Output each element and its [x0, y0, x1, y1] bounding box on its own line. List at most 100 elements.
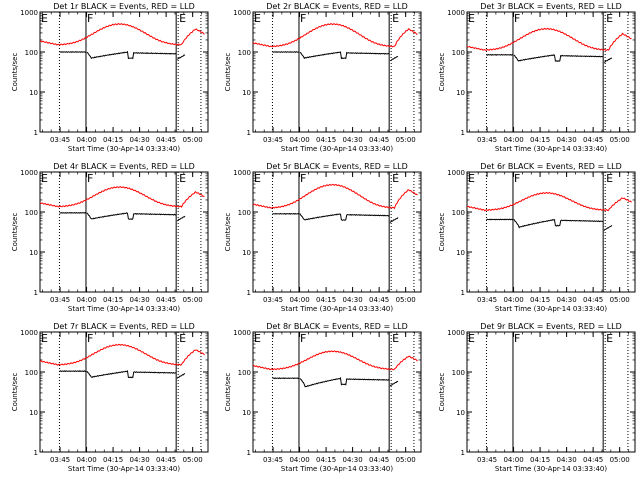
x-tick-label: 05:00: [610, 136, 630, 144]
series-events: [513, 218, 604, 229]
series-lld: [39, 343, 205, 366]
panel-6: Det 6r BLACK = Events, RED = LLD 1 10 100 10…: [438, 162, 636, 313]
panel-title: Det 7r BLACK = Events, RED = LLD: [53, 322, 195, 331]
x-tick-label: 05:00: [610, 296, 630, 304]
marker-label: E: [468, 332, 475, 345]
x-tick-label: 03:45: [477, 136, 497, 144]
series-lld: [39, 22, 205, 46]
series-events: [299, 376, 390, 388]
series-lld: [466, 191, 632, 212]
marker-label: E: [392, 12, 399, 25]
x-tick-label: 04:30: [343, 456, 363, 464]
x-axis-label: Start Time (30-Apr-14 03:33:40): [281, 465, 393, 473]
x-tick-label: 04:45: [583, 296, 603, 304]
panel-9: Det 9r BLACK = Events, RED = LLD 1 10 100 10…: [438, 322, 636, 473]
y-tick-label: 100: [25, 369, 38, 377]
y-tick-label: 100: [452, 49, 465, 57]
series-events: [59, 370, 87, 373]
marker-label: E: [468, 172, 475, 185]
y-tick-label: 1000: [20, 9, 38, 17]
y-tick-label: 100: [452, 209, 465, 217]
x-tick-label: 04:00: [76, 296, 96, 304]
x-tick-label: 04:30: [557, 136, 577, 144]
panel-8: Det 8r BLACK = Events, RED = LLD 1 10 100 10…: [224, 322, 422, 473]
x-axis-label: Start Time (30-Apr-14 03:33:40): [495, 145, 607, 153]
x-tick-label: 04:15: [316, 296, 336, 304]
marker-label: F: [87, 12, 93, 25]
x-tick-label: 03:45: [50, 136, 70, 144]
x-tick-label: 04:45: [369, 296, 389, 304]
marker-label: E: [41, 332, 48, 345]
series-events: [86, 50, 177, 60]
x-axis-label: Start Time (30-Apr-14 03:33:40): [281, 145, 393, 153]
y-tick-label: 1000: [233, 329, 251, 337]
marker-label: E: [254, 172, 261, 185]
y-tick-label: 100: [25, 49, 38, 57]
series-events: [86, 212, 177, 221]
plot-frame: [466, 11, 636, 133]
x-tick-label: 04:30: [343, 296, 363, 304]
panel-title: Det 2r BLACK = Events, RED = LLD: [266, 2, 408, 11]
series-events: [59, 211, 87, 214]
y-axis-label: Counts/sec: [11, 53, 19, 92]
series-events: [486, 218, 514, 221]
y-tick-label: 100: [238, 369, 251, 377]
x-tick-label: 04:15: [530, 296, 550, 304]
marker-label: F: [300, 332, 306, 345]
marker-label: E: [468, 12, 475, 25]
x-axis-label: Start Time (30-Apr-14 03:33:40): [68, 305, 180, 313]
panel-title: Det 4r BLACK = Events, RED = LLD: [53, 162, 195, 171]
plot-frame: [39, 171, 209, 293]
y-tick-label: 1: [461, 449, 465, 457]
x-tick-label: 03:45: [50, 456, 70, 464]
y-axis-label: Counts/sec: [224, 213, 232, 252]
y-tick-label: 1: [247, 289, 251, 297]
series-events: [603, 225, 613, 231]
panel-title: Det 9r BLACK = Events, RED = LLD: [480, 322, 622, 331]
x-tick-label: 04:30: [130, 456, 150, 464]
y-tick-label: 1: [247, 449, 251, 457]
x-tick-label: 03:45: [263, 136, 283, 144]
series-events: [390, 56, 398, 62]
y-tick-label: 1: [461, 289, 465, 297]
x-tick-label: 03:45: [263, 456, 283, 464]
y-tick-label: 10: [29, 409, 38, 417]
y-axis-label: Counts/sec: [438, 213, 446, 252]
series-events: [272, 377, 300, 380]
marker-label: E: [254, 332, 261, 345]
series-lld: [252, 23, 418, 48]
y-tick-label: 10: [242, 409, 251, 417]
x-tick-label: 04:00: [289, 456, 309, 464]
y-tick-label: 10: [456, 249, 465, 257]
marker-label: F: [514, 172, 520, 185]
y-tick-label: 10: [29, 249, 38, 257]
x-tick-label: 04:00: [76, 136, 96, 144]
plot-frame: [466, 171, 636, 293]
x-tick-label: 04:30: [130, 296, 150, 304]
x-tick-label: 04:15: [103, 456, 123, 464]
y-axis-label: Counts/sec: [438, 53, 446, 92]
x-tick-label: 04:45: [583, 136, 603, 144]
series-events: [272, 51, 300, 54]
x-tick-label: 04:15: [530, 456, 550, 464]
x-tick-label: 04:45: [369, 136, 389, 144]
x-tick-label: 04:15: [103, 296, 123, 304]
x-tick-label: 04:00: [76, 456, 96, 464]
x-tick-label: 03:45: [477, 296, 497, 304]
marker-label: E: [392, 172, 399, 185]
series-events: [176, 215, 186, 222]
y-tick-label: 100: [452, 369, 465, 377]
panel-1: Det 1r BLACK = Events, RED = LLD 1 10 100 10…: [11, 2, 209, 153]
y-axis-label: Counts/sec: [224, 373, 232, 412]
y-axis-label: Counts/sec: [11, 373, 19, 412]
y-tick-label: 1000: [20, 329, 38, 337]
plot-frame: [252, 171, 422, 293]
series-events: [176, 373, 186, 379]
y-tick-label: 1: [461, 129, 465, 137]
panel-3: Det 3r BLACK = Events, RED = LLD 1 10 100 10…: [438, 2, 636, 153]
x-tick-label: 04:45: [156, 296, 176, 304]
y-tick-label: 10: [456, 89, 465, 97]
series-events: [299, 51, 390, 60]
series-events: [486, 53, 514, 56]
x-tick-label: 05:00: [183, 136, 203, 144]
